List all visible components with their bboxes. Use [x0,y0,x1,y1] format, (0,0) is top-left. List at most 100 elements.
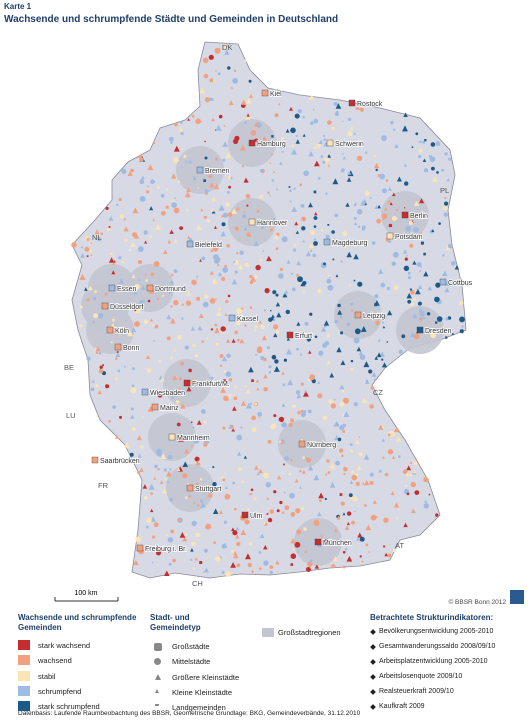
map-symbol [275,329,280,334]
map-symbol [102,364,104,366]
map-symbol [297,411,301,415]
map-symbol [204,294,209,299]
map-symbol [137,278,141,281]
city-marker [151,403,159,411]
map-symbol [374,205,379,209]
map-symbol [222,141,228,147]
map-symbol [373,154,376,158]
map-symbol [373,378,377,381]
city-marker [248,218,256,226]
map-symbol [210,249,213,252]
map-symbol [346,251,352,258]
map-symbol [180,403,186,409]
bullet [370,659,376,665]
map-symbol [347,131,353,137]
map-symbol [165,205,169,209]
map-symbol [273,414,277,418]
map-symbol [355,104,360,110]
map-symbol [227,294,231,298]
map-symbol [161,488,167,494]
map-symbol [267,191,270,194]
map-symbol [201,409,206,414]
map-symbol [173,145,180,152]
map-symbol [275,247,279,250]
map-symbol [196,420,202,425]
map-symbol [262,135,268,141]
map-symbol [351,520,355,525]
map-symbol [282,383,286,386]
city-label: Dortmund [155,286,186,293]
map-symbol [426,312,431,316]
map-symbol [350,360,353,363]
map-symbol [356,155,363,161]
map-symbol [409,288,412,291]
map-symbol [381,213,388,220]
map-symbol [250,86,252,89]
map-symbol [320,155,324,158]
map-symbol [378,468,383,473]
map-symbol [264,288,270,294]
map-symbol [209,298,216,304]
map-symbol [288,422,293,427]
map-symbol [131,427,136,431]
city-marker [354,311,362,319]
map-symbol [169,468,172,471]
map-symbol [435,282,441,288]
map-symbol [179,226,184,231]
map-symbol [132,289,138,295]
map-symbol [115,352,121,358]
map-symbol [296,529,302,535]
map-symbol [129,452,134,457]
map-symbol [115,434,119,439]
map-symbol [350,302,353,306]
city-label: Hamburg [257,141,286,148]
map-symbol [435,321,438,324]
map-symbol [268,371,271,374]
city-marker [416,326,424,334]
source: Datenbasis: Laufende Raumbeobachtung des… [18,710,361,717]
map-symbol [299,183,303,187]
map-symbol [353,253,359,260]
map-symbol [395,436,402,442]
city-marker [261,89,269,97]
map-symbol [283,491,286,494]
map-symbol [105,384,110,389]
map-symbol [116,351,119,353]
map-symbol [356,464,362,470]
map-symbol [197,325,203,331]
map-symbol [204,567,209,573]
map-symbol [91,379,95,383]
map-symbol [150,492,153,495]
map-symbol [329,276,331,278]
map-symbol [333,101,338,106]
map-symbol [316,143,321,148]
map-symbol [256,209,260,213]
map-symbol [170,281,174,285]
map-symbol [454,265,460,270]
map-symbol [153,522,159,528]
map-symbol [223,370,227,373]
map-symbol [146,368,152,373]
city-marker [323,238,331,246]
map-symbol [157,468,160,471]
map-symbol [346,555,353,562]
map-symbol [146,190,149,194]
map-symbol [271,153,273,156]
map-symbol [269,194,271,197]
map-symbol [215,556,221,562]
map-symbol [243,226,248,231]
map-symbol [209,270,214,275]
map-symbol [350,368,353,371]
map-symbol [131,327,137,333]
map-symbol [402,249,408,254]
map-symbol [90,254,93,257]
map-symbol [412,469,417,474]
map-symbol [342,565,346,569]
map-symbol [309,94,315,100]
map-symbol [226,353,231,358]
map-symbol [99,365,103,369]
city-label: Magdeburg [332,240,368,247]
map-symbol [146,525,149,529]
map-symbol [140,445,144,449]
map-symbol [305,567,311,572]
